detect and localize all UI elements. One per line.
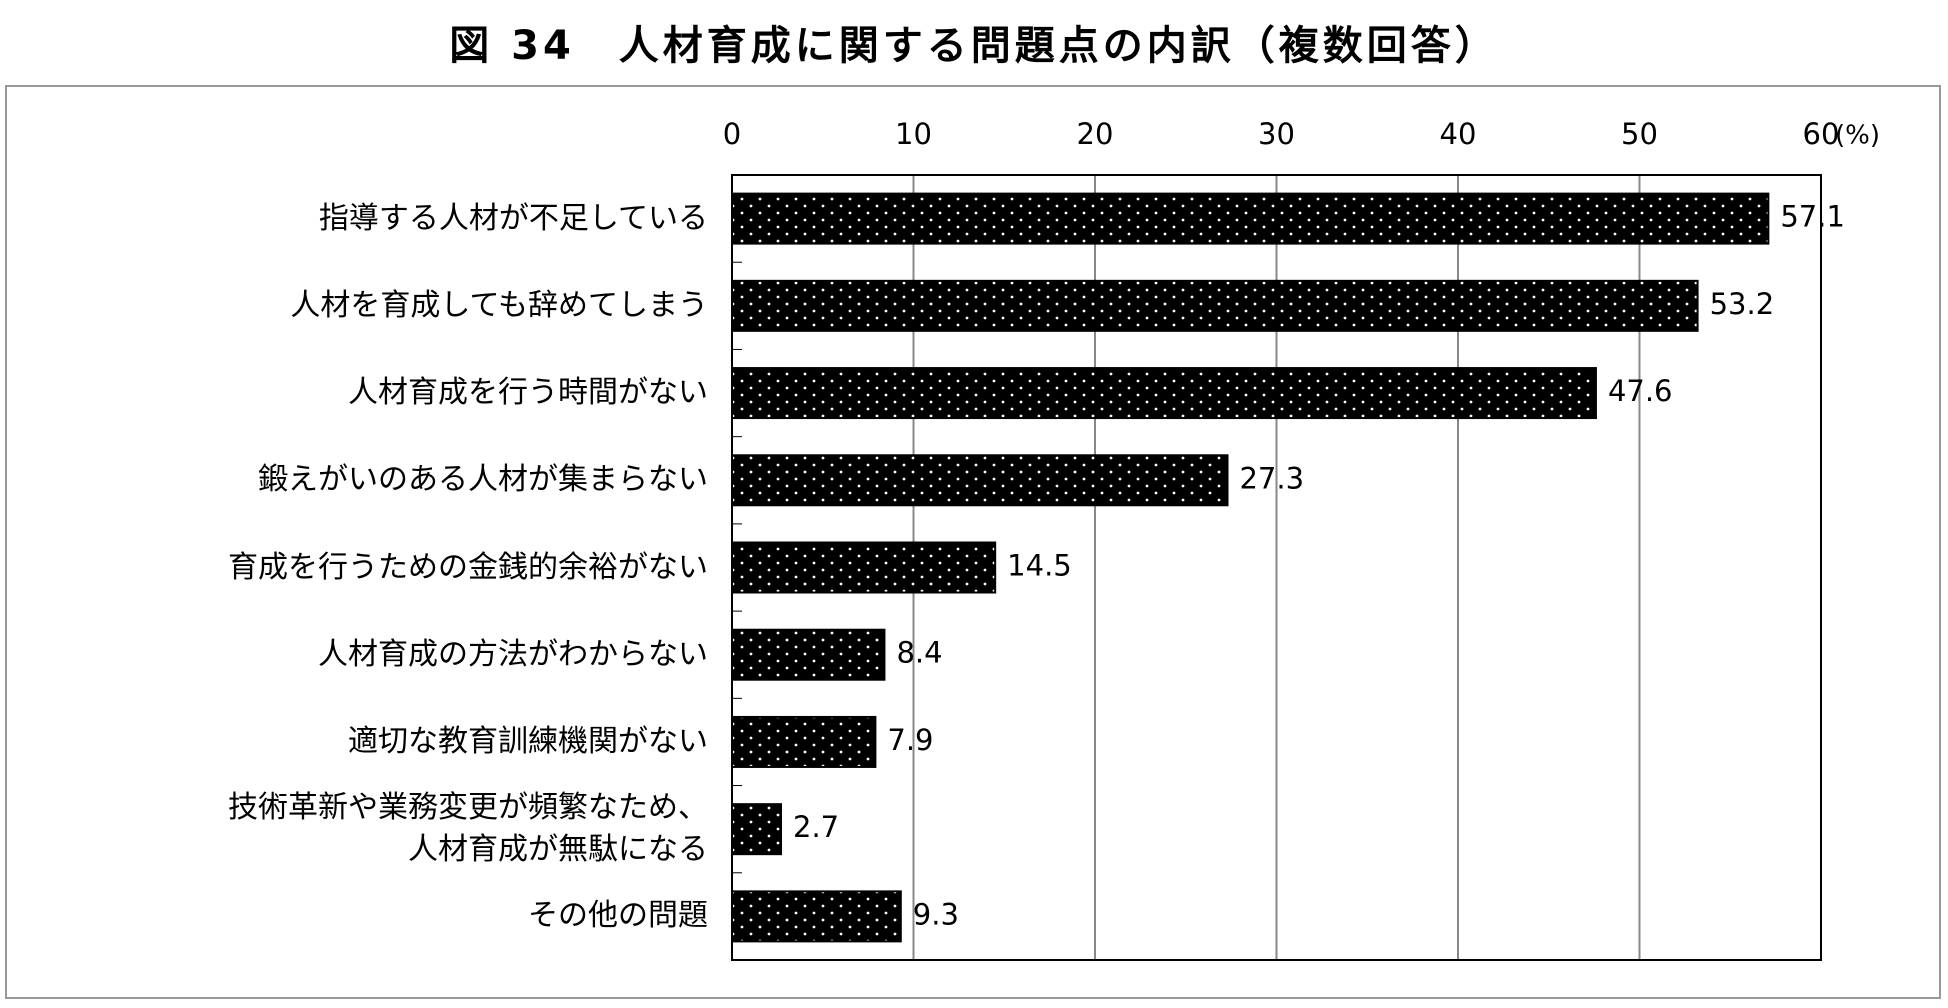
y-tick-label: その他の問題 <box>528 898 708 934</box>
bar <box>731 803 783 856</box>
value-label: 47.6 <box>1608 374 1673 408</box>
y-tick-label: 人材育成の方法がわからない <box>318 636 708 672</box>
value-label: 8.4 <box>896 636 942 670</box>
chart-title: 図 34 人材育成に関する問題点の内訳（複数回答） <box>449 23 1499 69</box>
bar <box>731 279 1699 332</box>
bar <box>731 628 886 681</box>
y-tick-label: 鍛えがいのある人材が集まらない <box>258 462 708 498</box>
value-label: 14.5 <box>1007 549 1072 583</box>
x-tick-label: 20 <box>1077 117 1114 151</box>
x-tick-label: 30 <box>1258 117 1295 151</box>
bar <box>731 890 902 943</box>
value-label: 27.3 <box>1239 461 1304 495</box>
bar <box>731 367 1597 420</box>
y-tick-label: 技術革新や業務変更が頻繁なため、 人材育成が無駄になる <box>228 790 708 868</box>
frame <box>5 85 1941 999</box>
x-tick-label: 50 <box>1621 117 1658 151</box>
value-label: 7.9 <box>887 723 933 757</box>
bar <box>731 715 877 768</box>
value-label: 9.3 <box>913 897 959 931</box>
value-label: 57.1 <box>1780 200 1845 234</box>
y-tick-label: 指導する人材が不足している <box>318 200 708 236</box>
y-tick-label: 育成を行うための金銭的余裕がない <box>228 549 708 585</box>
x-axis-unit: (%) <box>1835 121 1880 151</box>
x-tick-label: 0 <box>723 117 741 151</box>
y-tick-label: 人材を育成しても辞めてしまう <box>290 287 708 323</box>
x-tick-label: 60 <box>1803 117 1840 151</box>
value-label: 2.7 <box>793 810 839 844</box>
x-tick-label: 10 <box>895 117 932 151</box>
y-tick-label: 人材育成を行う時間がない <box>348 375 708 411</box>
x-tick-label: 40 <box>1440 117 1477 151</box>
value-label: 53.2 <box>1710 287 1775 321</box>
y-tick-label: 適切な教育訓練機関がない <box>348 723 708 759</box>
bar <box>731 454 1229 507</box>
bar <box>731 541 997 594</box>
bar <box>731 192 1770 245</box>
